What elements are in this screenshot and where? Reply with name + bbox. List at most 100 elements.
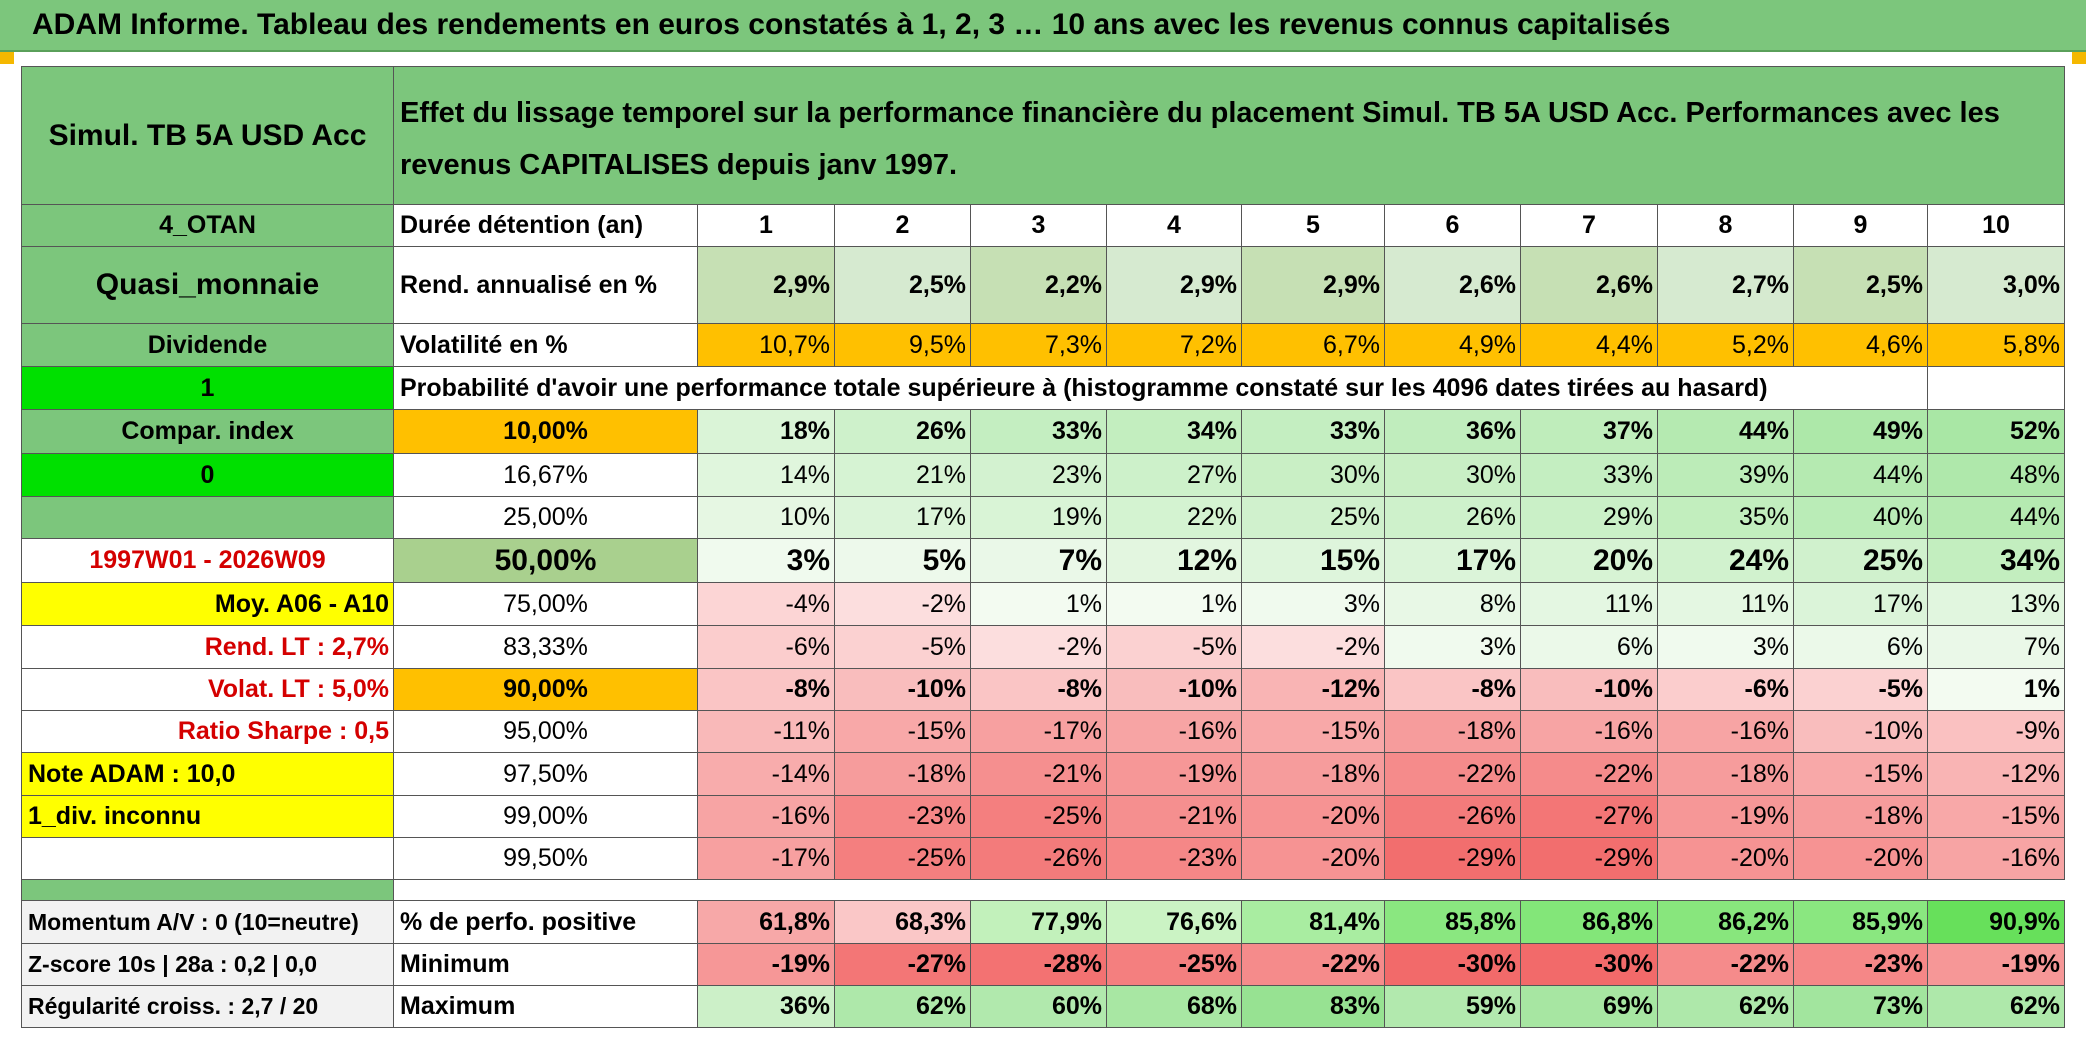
volat-lt-label: Volat. LT : 5,0%	[21, 669, 394, 711]
probability-value: -20%	[1242, 838, 1385, 880]
volat-value: 4,6%	[1794, 324, 1928, 367]
probability-value: -5%	[835, 626, 971, 669]
rend-value: 2,9%	[1242, 247, 1385, 324]
probability-value: -22%	[1521, 753, 1658, 796]
stat-value: 73%	[1794, 986, 1928, 1028]
probability-value: -29%	[1521, 838, 1658, 880]
volat-value: 7,2%	[1107, 324, 1242, 367]
compar-label: Compar. index	[21, 410, 394, 454]
probability-value: 3%	[1658, 626, 1794, 669]
stat-value: -30%	[1521, 944, 1658, 986]
probability-value: -23%	[835, 796, 971, 838]
probability-value: 25%	[1242, 497, 1385, 539]
probability-value: -14%	[698, 753, 835, 796]
probability-value: -10%	[1107, 669, 1242, 711]
probability-value: -10%	[1521, 669, 1658, 711]
year-header: 5	[1242, 205, 1385, 247]
probability-label: Probabilité d'avoir une performance tota…	[394, 367, 1928, 410]
rend-value: 2,6%	[1521, 247, 1658, 324]
momentum-label: Momentum A/V : 0 (10=neutre)	[21, 900, 394, 944]
threshold-value: 99,00%	[394, 796, 698, 838]
probability-value: 40%	[1794, 497, 1928, 539]
probability-value: 48%	[1928, 454, 2065, 497]
stat-value: -30%	[1385, 944, 1521, 986]
compar-value: 0	[21, 454, 394, 497]
probability-value: -21%	[1107, 796, 1242, 838]
probability-value: 49%	[1794, 410, 1928, 454]
stat-value: 85,9%	[1794, 900, 1928, 944]
probability-value: 25%	[1794, 539, 1928, 583]
year-header: 6	[1385, 205, 1521, 247]
header-description: Effet du lissage temporel sur la perform…	[394, 66, 2065, 205]
stat-value: 90,9%	[1928, 900, 2065, 944]
fund-name: Simul. TB 5A USD Acc	[21, 66, 394, 205]
stat-value: -28%	[971, 944, 1107, 986]
years-label: Durée détention (an)	[394, 205, 698, 247]
corner-marker-right	[2072, 52, 2086, 64]
year-header: 1	[698, 205, 835, 247]
rend-value: 2,7%	[1658, 247, 1794, 324]
threshold-value: 97,50%	[394, 753, 698, 796]
stat-value: -27%	[835, 944, 971, 986]
probability-value: 26%	[1385, 497, 1521, 539]
stat-value: 61,8%	[698, 900, 835, 944]
probability-value: 21%	[835, 454, 971, 497]
year-header: 4	[1107, 205, 1242, 247]
type-label: Quasi_monnaie	[21, 247, 394, 324]
volat-value: 4,9%	[1385, 324, 1521, 367]
probability-value: 35%	[1658, 497, 1794, 539]
probability-value: -18%	[1385, 711, 1521, 753]
year-header: 9	[1794, 205, 1928, 247]
threshold-value: 16,67%	[394, 454, 698, 497]
probability-value: -10%	[835, 669, 971, 711]
probability-value: -8%	[1385, 669, 1521, 711]
probability-value: 3%	[1385, 626, 1521, 669]
probability-value: -8%	[971, 669, 1107, 711]
stat-value: 36%	[698, 986, 835, 1028]
div-inconnu-label: 1_div. inconnu	[21, 796, 394, 838]
year-header: 7	[1521, 205, 1658, 247]
regularite-label: Régularité croiss. : 2,7 / 20	[21, 986, 394, 1028]
probability-value: 1%	[1928, 669, 2065, 711]
probability-value: -16%	[1658, 711, 1794, 753]
probability-value: -26%	[1385, 796, 1521, 838]
volat-label: Volatilité en %	[394, 324, 698, 367]
probability-value: 14%	[698, 454, 835, 497]
probability-value: 29%	[1521, 497, 1658, 539]
probability-value: 15%	[1242, 539, 1385, 583]
rend-value: 2,2%	[971, 247, 1107, 324]
probability-value: -20%	[1658, 838, 1794, 880]
probability-value: -2%	[971, 626, 1107, 669]
probability-value: 20%	[1521, 539, 1658, 583]
stat-value: 59%	[1385, 986, 1521, 1028]
threshold-value: 99,50%	[394, 838, 698, 880]
probability-value: 6%	[1521, 626, 1658, 669]
probability-value: -11%	[698, 711, 835, 753]
probability-value: 44%	[1794, 454, 1928, 497]
probability-value: -12%	[1242, 669, 1385, 711]
empty-cell	[1928, 367, 2065, 410]
empty-cell	[21, 838, 394, 880]
probability-value: -16%	[1107, 711, 1242, 753]
probability-value: -16%	[1928, 838, 2065, 880]
probability-value: 34%	[1928, 539, 2065, 583]
probability-value: 23%	[971, 454, 1107, 497]
threshold-value: 25,00%	[394, 497, 698, 539]
moy-label: Moy. A06 - A10	[21, 583, 394, 626]
probability-value: -2%	[835, 583, 971, 626]
probability-value: 11%	[1658, 583, 1794, 626]
rend-lt-label: Rend. LT : 2,7%	[21, 626, 394, 669]
probability-value: -18%	[835, 753, 971, 796]
stat-value: -19%	[698, 944, 835, 986]
probability-value: -6%	[698, 626, 835, 669]
probability-value: -20%	[1794, 838, 1928, 880]
threshold-value: 50,00%	[394, 539, 698, 583]
stat-value: 76,6%	[1107, 900, 1242, 944]
stat-value: -19%	[1928, 944, 2065, 986]
performance-table: Simul. TB 5A USD Acc Effet du lissage tem…	[21, 66, 2065, 1028]
probability-value: -16%	[1521, 711, 1658, 753]
volat-value: 5,8%	[1928, 324, 2065, 367]
probability-value: 33%	[1242, 410, 1385, 454]
probability-value: 52%	[1928, 410, 2065, 454]
probability-value: 17%	[835, 497, 971, 539]
